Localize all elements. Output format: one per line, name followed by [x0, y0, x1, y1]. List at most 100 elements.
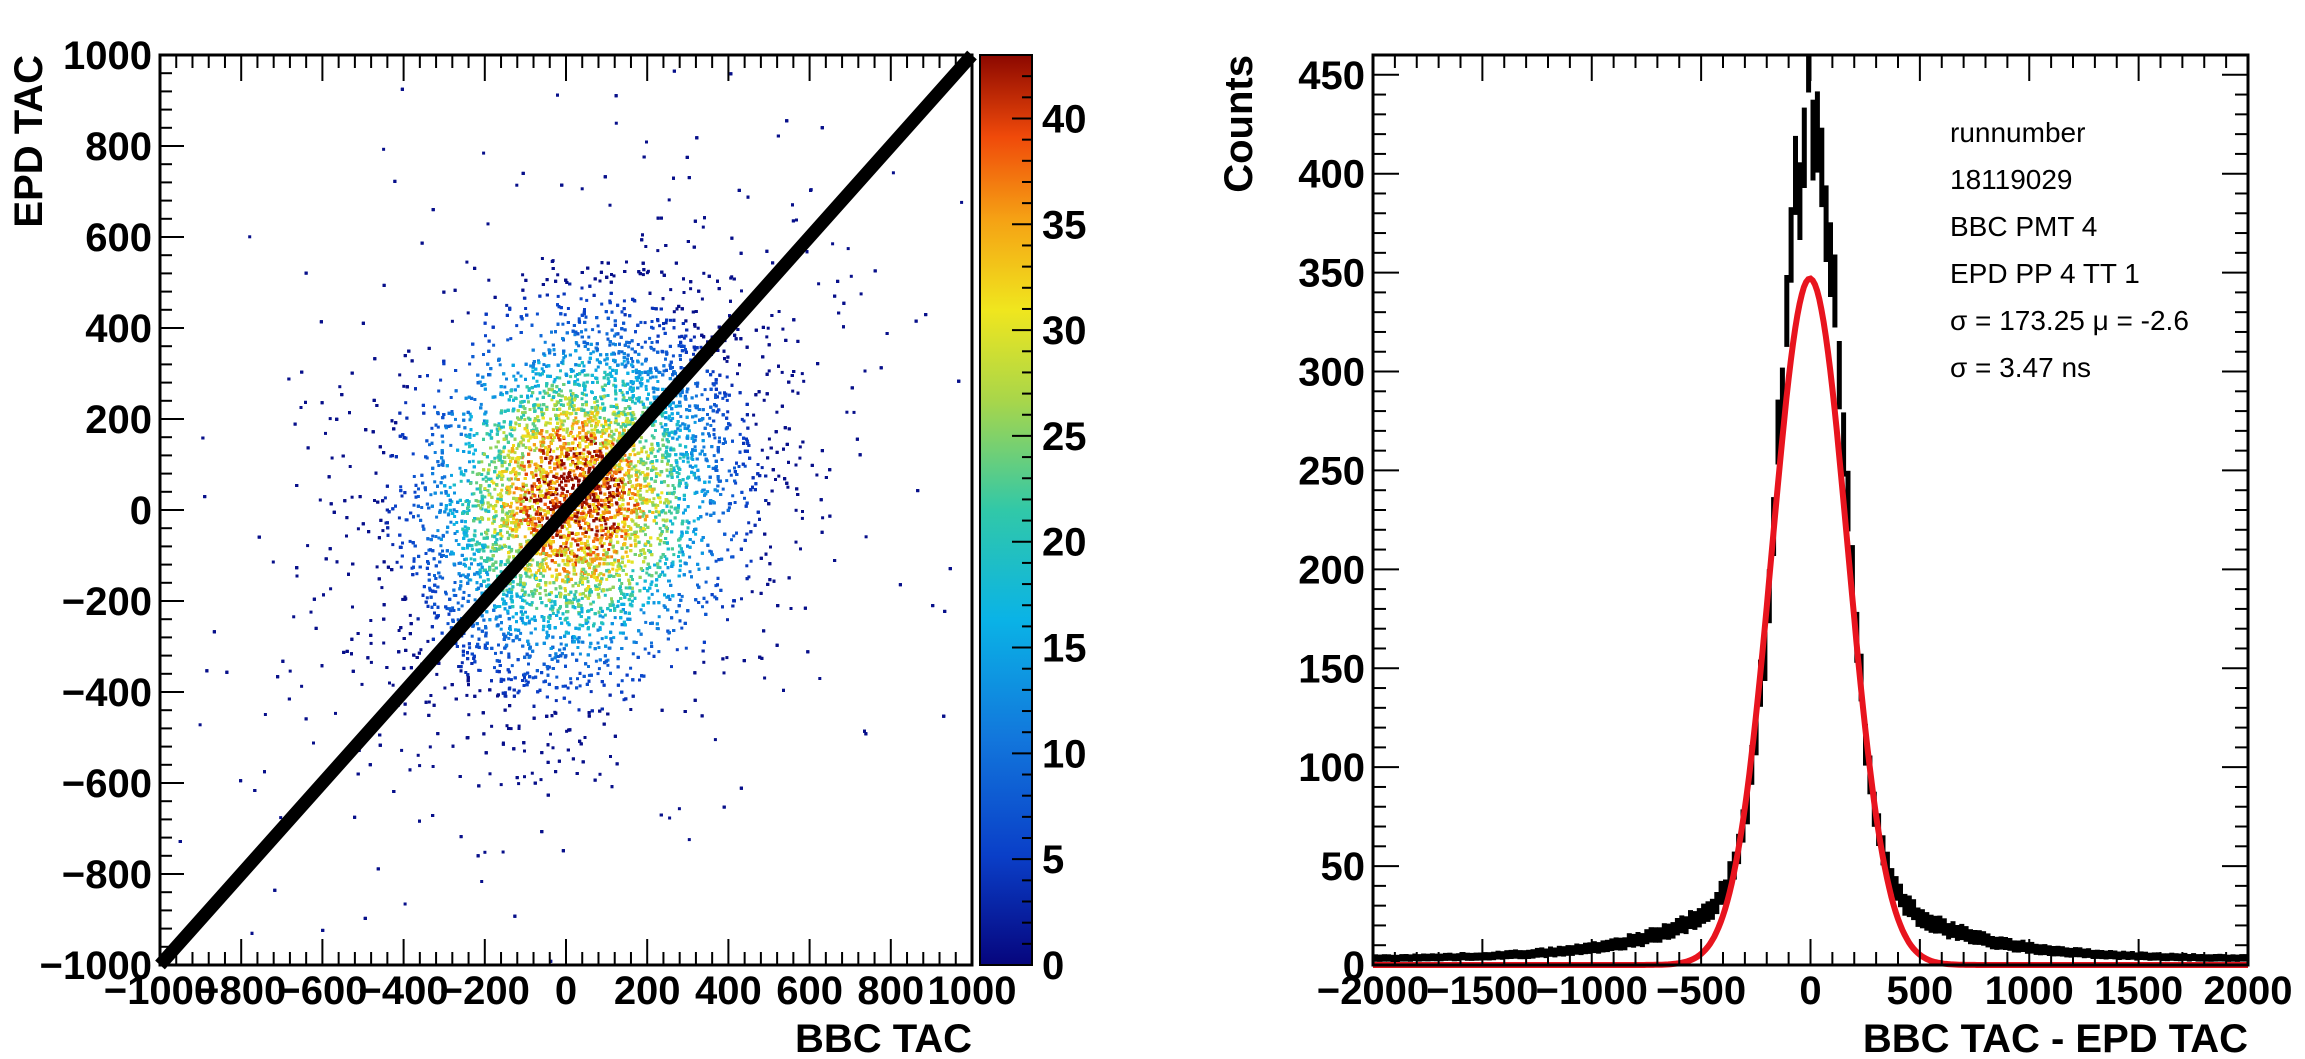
- heatmap-cell: [664, 321, 668, 325]
- heatmap-cell: [507, 636, 511, 640]
- heatmap-cell: [795, 218, 798, 222]
- heatmap-cell: [566, 573, 570, 577]
- heatmap-cell: [677, 807, 681, 811]
- heatmap-cell: [572, 469, 576, 473]
- heatmap-cell: [623, 453, 627, 457]
- heatmap-cell: [439, 544, 443, 548]
- heatmap-cell: [608, 203, 612, 207]
- heatmap-cell: [517, 689, 521, 693]
- heatmap-cell: [616, 487, 619, 491]
- heatmap-cell: [595, 576, 599, 579]
- heatmap-cell: [729, 276, 733, 280]
- heatmap-cell: [500, 534, 504, 538]
- heatmap-cell: [511, 615, 515, 619]
- heatmap-cell: [542, 363, 546, 367]
- heatmap-cell: [581, 474, 585, 478]
- heatmap-cell: [512, 491, 516, 495]
- heatmap-cell: [635, 516, 639, 519]
- heatmap-cell: [485, 423, 489, 427]
- heatmap-cell: [668, 470, 672, 474]
- heatmap-cell: [577, 598, 581, 602]
- heatmap-cell: [515, 511, 519, 515]
- heatmap-cell: [459, 580, 463, 584]
- heatmap-cell: [654, 375, 658, 379]
- heatmap-cell: [534, 466, 538, 470]
- heatmap-cell: [581, 426, 585, 430]
- heatmap-cell: [465, 693, 469, 697]
- heatmap-cell: [519, 545, 523, 549]
- heatmap-cell: [631, 359, 635, 363]
- heatmap-cell: [469, 557, 473, 561]
- heatmap-cell: [465, 260, 469, 264]
- heatmap-cell: [598, 541, 602, 545]
- heatmap-cell: [650, 325, 653, 329]
- heatmap-cell: [725, 375, 729, 379]
- heatmap-cell: [309, 610, 313, 614]
- heatmap-cell: [706, 397, 710, 401]
- heatmap-cell: [417, 487, 420, 491]
- heatmap-cell: [517, 782, 521, 786]
- heatmap-cell: [644, 439, 648, 443]
- heatmap-cell: [669, 288, 673, 292]
- heatmap-cell: [581, 510, 585, 514]
- heatmap-cell: [559, 642, 563, 646]
- heatmap-cell: [661, 570, 665, 574]
- heatmap-cell: [625, 546, 629, 550]
- heatmap-cell: [591, 328, 595, 332]
- heatmap-cell: [680, 388, 684, 392]
- heatmap-cell: [560, 361, 564, 364]
- heatmap-cell: [350, 495, 354, 499]
- heatmap-cell: [668, 500, 672, 504]
- heatmap-cell: [499, 570, 503, 574]
- heatmap-cell: [626, 422, 630, 426]
- heatmap-cell: [641, 273, 645, 277]
- heatmap-cell: [509, 597, 513, 600]
- heatmap-cell: [570, 424, 574, 428]
- heatmap-cell: [523, 535, 527, 539]
- heatmap-cell: [516, 550, 520, 554]
- heatmap-cell: [473, 598, 477, 602]
- heatmap-cell: [574, 558, 578, 562]
- heatmap-cell: [701, 500, 705, 504]
- heatmap-cell: [559, 403, 563, 407]
- heatmap-cell: [462, 590, 466, 594]
- heatmap-cell: [475, 481, 479, 485]
- heatmap-cell: [463, 525, 467, 529]
- heatmap-cell: [597, 507, 601, 511]
- heatmap-cell: [641, 410, 645, 414]
- heatmap-cell: [695, 384, 699, 388]
- heatmap-cell: [643, 321, 647, 325]
- heatmap-cell: [606, 663, 610, 667]
- heatmap-cell: [585, 298, 589, 302]
- heatmap-cell: [468, 362, 472, 366]
- heatmap-cell: [439, 378, 443, 382]
- heatmap-cell: [597, 587, 601, 590]
- heatmap-cell: [763, 676, 767, 680]
- heatmap-cell: [584, 500, 588, 504]
- heatmap-cell: [589, 352, 593, 356]
- heatmap-cell: [529, 496, 533, 500]
- heatmap-cell: [652, 390, 656, 394]
- heatmap-cell: [582, 527, 586, 531]
- heatmap-cell: [571, 435, 575, 439]
- heatmap-cell: [621, 412, 625, 416]
- heatmap-cell: [611, 563, 615, 567]
- heatmap-cell: [732, 534, 736, 538]
- heatmap-cell: [589, 690, 593, 694]
- heatmap-cell: [721, 487, 725, 491]
- heatmap-cell: [552, 380, 556, 384]
- heatmap-cell: [405, 518, 409, 522]
- heatmap-cell: [513, 477, 517, 481]
- heatmap-cell: [360, 682, 364, 686]
- heatmap-cell: [467, 508, 471, 512]
- heatmap-cell: [404, 401, 408, 405]
- heatmap-cell: [585, 455, 589, 459]
- heatmap-cell: [592, 495, 596, 499]
- heatmap-cell: [614, 121, 618, 125]
- heatmap-cell: [592, 509, 596, 513]
- heatmap-cell: [416, 495, 420, 498]
- heatmap-cell: [501, 483, 504, 487]
- heatmap-cell: [506, 590, 510, 594]
- heatmap-cell: [622, 698, 626, 702]
- heatmap-cell: [620, 679, 624, 683]
